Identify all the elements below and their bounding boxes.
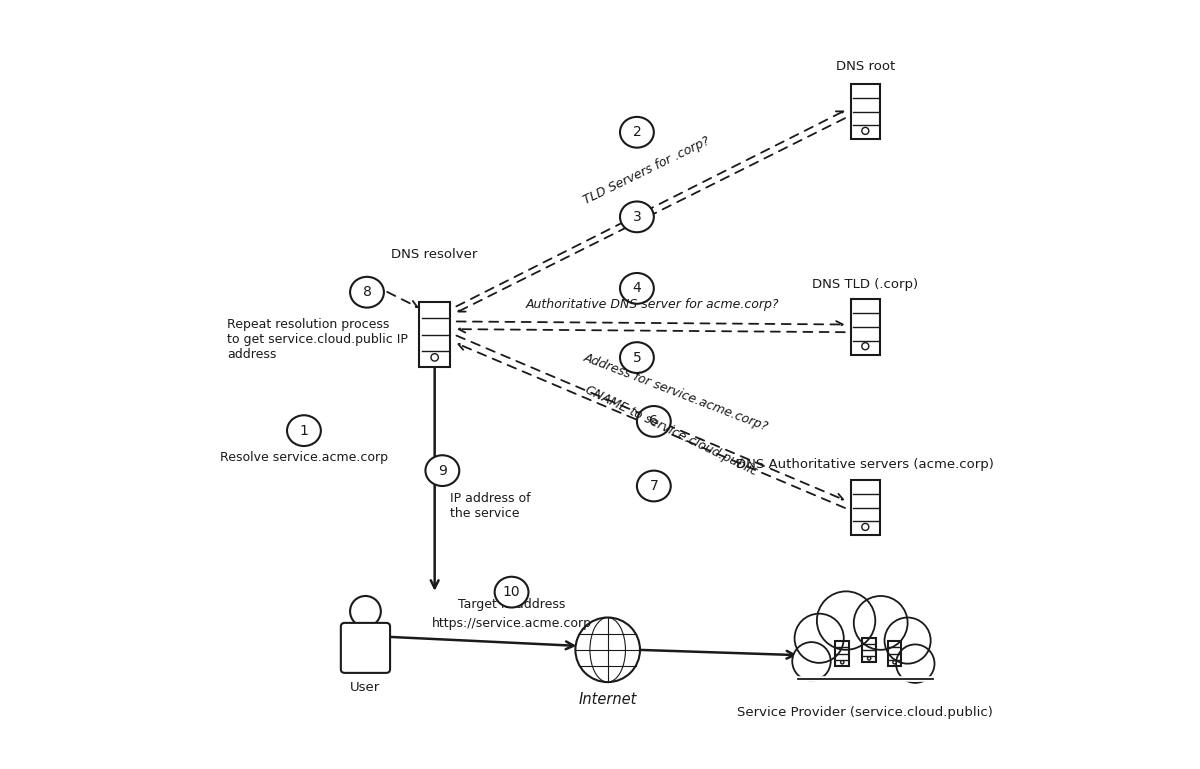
Bar: [863, 638, 876, 662]
Text: IP address of
the service: IP address of the service: [450, 492, 530, 520]
Text: Target IP address: Target IP address: [458, 598, 565, 611]
Ellipse shape: [287, 415, 320, 446]
Text: Authoritative DNS server for acme.corp?: Authoritative DNS server for acme.corp?: [526, 298, 779, 311]
Circle shape: [840, 661, 844, 664]
Ellipse shape: [637, 406, 671, 437]
Text: 6: 6: [649, 414, 659, 428]
Text: 10: 10: [503, 585, 521, 599]
Text: User: User: [350, 681, 380, 694]
Ellipse shape: [620, 342, 654, 373]
Text: 9: 9: [438, 464, 446, 478]
Bar: [888, 641, 901, 666]
Text: 3: 3: [632, 210, 641, 224]
Text: 8: 8: [362, 285, 372, 299]
Ellipse shape: [620, 117, 654, 148]
Circle shape: [792, 642, 830, 681]
Circle shape: [817, 591, 875, 650]
Text: TLD Servers for .corp?: TLD Servers for .corp?: [581, 135, 712, 207]
Text: DNS resolver: DNS resolver: [391, 248, 478, 261]
Ellipse shape: [426, 455, 460, 486]
Text: DNS Authoritative servers (acme.corp): DNS Authoritative servers (acme.corp): [737, 458, 995, 471]
Text: CNAME to service.cloud.public: CNAME to service.cloud.public: [582, 383, 758, 478]
Text: DNS root: DNS root: [835, 60, 895, 73]
Text: 7: 7: [649, 479, 659, 493]
Text: Repeat resolution process
to get service.cloud.public IP
address: Repeat resolution process to get service…: [227, 318, 408, 361]
Ellipse shape: [350, 277, 384, 308]
FancyBboxPatch shape: [341, 623, 390, 673]
Ellipse shape: [620, 273, 654, 304]
Circle shape: [575, 618, 640, 682]
Text: DNS TLD (.corp): DNS TLD (.corp): [812, 278, 918, 291]
Circle shape: [862, 524, 869, 531]
Bar: [851, 84, 880, 139]
Circle shape: [862, 128, 869, 135]
Circle shape: [893, 661, 896, 664]
Circle shape: [896, 644, 935, 683]
Bar: [851, 480, 880, 535]
Circle shape: [862, 343, 869, 350]
Text: Service Provider (service.cloud.public): Service Provider (service.cloud.public): [737, 706, 994, 719]
Text: Resolve service.acme.corp: Resolve service.acme.corp: [220, 451, 388, 464]
Bar: [419, 302, 450, 368]
Circle shape: [884, 618, 931, 664]
Bar: [835, 641, 850, 666]
Text: 2: 2: [632, 125, 641, 139]
Text: Address for service.acme.corp?: Address for service.acme.corp?: [581, 351, 769, 434]
Circle shape: [431, 354, 438, 361]
Circle shape: [853, 596, 907, 650]
Text: Internet: Internet: [578, 692, 637, 707]
Ellipse shape: [620, 201, 654, 232]
Text: 5: 5: [632, 351, 641, 365]
Bar: [851, 299, 880, 355]
Text: 1: 1: [300, 424, 308, 438]
Circle shape: [794, 614, 844, 663]
Text: https://service.acme.corp: https://service.acme.corp: [432, 617, 592, 630]
Ellipse shape: [637, 471, 671, 501]
Ellipse shape: [494, 577, 528, 608]
Text: 4: 4: [632, 281, 641, 295]
Circle shape: [868, 657, 871, 660]
Circle shape: [350, 596, 380, 627]
